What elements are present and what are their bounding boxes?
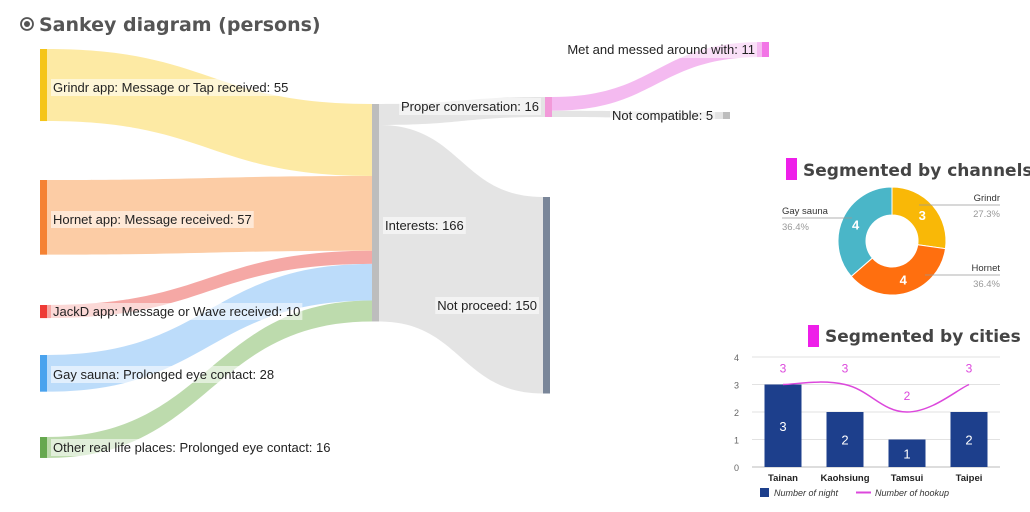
sankey-link-jackd-interests <box>47 250 372 319</box>
sankey-label-bg-hornet <box>51 211 254 228</box>
cities-hookup-value-tamsui: 2 <box>904 389 911 403</box>
donut-title: Segmented by channels <box>803 161 1030 181</box>
sankey-link-sauna-interests <box>47 263 372 392</box>
sankey-label-bg-reallife <box>51 439 333 456</box>
cities-bar-value-tamsui: 1 <box>903 446 910 461</box>
cities-legend-night-label: Number of night <box>774 488 839 498</box>
sankey-node-jackd <box>40 305 47 319</box>
sankey-nodes <box>40 42 769 458</box>
cities-ytick: 1 <box>734 436 739 446</box>
donut-value-hornet: 4 <box>900 272 908 287</box>
sankey-link-grindr-interests <box>47 49 372 177</box>
sankey-label-reallife: Other real life places: Prolonged eye co… <box>53 440 331 455</box>
sankey-node-notproceed <box>543 197 550 394</box>
sankey-label-notcompat: Not compatible: 5 <box>612 108 713 123</box>
sankey-label-hornet: Hornet app: Message received: 57 <box>53 212 252 227</box>
header: Sankey diagram (persons) <box>20 14 321 36</box>
sankey-label-bg-proper <box>398 98 541 115</box>
sankey-label-bg-notproceed <box>435 297 539 314</box>
sankey-node-met <box>762 42 769 57</box>
donut-percent-hornet: 36.4% <box>973 279 1000 290</box>
donut-value-grindr: 3 <box>919 208 926 223</box>
sankey-label-bg-grindr <box>51 79 291 96</box>
sankey-node-reallife <box>40 437 47 458</box>
cities-hookup-value-taipei: 3 <box>966 362 973 376</box>
radio-dot-icon <box>24 21 30 27</box>
cities-hookup-value-kaohsiung: 3 <box>842 362 849 376</box>
sankey-node-sauna <box>40 355 47 392</box>
sankey-label-bg-notcompat <box>610 107 716 124</box>
cities-ytick: 3 <box>734 381 739 391</box>
sankey-label-proper: Proper conversation: 16 <box>401 99 539 114</box>
cities-bar-taipei <box>950 412 988 467</box>
cities-title-marker <box>808 325 819 347</box>
donut-slice-hornet <box>850 244 947 296</box>
sankey-node-grindr <box>40 49 47 122</box>
cities-bar-value-taipei: 2 <box>965 433 972 448</box>
sankey-label-notproceed: Not proceed: 150 <box>437 298 537 313</box>
donut-percent-grindr: 27.3% <box>973 209 1000 220</box>
sankey-label-met: Met and messed around with: 11 <box>567 42 755 57</box>
page-title: Sankey diagram (persons) <box>39 14 321 36</box>
donut-chart: Segmented by channels 3 4 4 Grindr 27.3% Horne… <box>782 158 1030 296</box>
cities-bar-tamsui <box>888 439 926 467</box>
cities-ytick: 0 <box>734 463 739 473</box>
donut-label-gay-sauna: Gay sauna <box>782 206 829 217</box>
cities-bar-value-tainan: 3 <box>779 419 786 434</box>
sankey-label-sauna: Gay sauna: Prolonged eye contact: 28 <box>53 367 274 382</box>
donut-value-gay-sauna: 4 <box>852 217 860 232</box>
cities-bar-value-kaohsiung: 2 <box>841 433 848 448</box>
sankey-node-interests <box>372 104 379 322</box>
sankey-label-interests: Interests: 166 <box>385 218 464 233</box>
sankey-label-bg-jackd <box>51 303 303 320</box>
donut-percent-gay-sauna: 36.4% <box>782 222 809 233</box>
sankey-link-proper-met <box>552 42 762 111</box>
cities-legend-hookup-label: Number of hookup <box>875 488 949 498</box>
cities-hookup-value-tainan: 3 <box>780 362 787 376</box>
cities-xtick-tamsui: Tamsui <box>891 473 924 484</box>
sankey-label-jackd: JackD app: Message or Wave received: 10 <box>53 304 300 319</box>
cities-bar-tainan <box>764 384 802 467</box>
cities-legend-night-swatch <box>760 488 769 497</box>
radio-icon <box>20 17 34 31</box>
cities-ytick: 4 <box>734 353 739 363</box>
donut-slice-gay-sauna <box>837 186 893 278</box>
cities-title: Segmented by cities <box>825 327 1021 347</box>
donut-label-grindr: Grindr <box>974 193 1000 204</box>
cities-xtick-kaohsiung: Kaohsiung <box>820 473 869 484</box>
sankey-node-hornet <box>40 180 47 255</box>
cities-hookup-line <box>782 381 970 413</box>
sankey-labels: Grindr app: Message or Tap received: 55 H… <box>51 41 757 456</box>
cities-xtick-tainan: Tainan <box>768 473 798 484</box>
sankey-node-proper <box>545 97 552 117</box>
cities-bar-kaohsiung <box>826 412 864 467</box>
cities-xtick-taipei: Taipei <box>956 473 983 484</box>
sankey-label-bg-interests <box>383 217 466 234</box>
donut-slice-grindr <box>891 186 947 250</box>
donut-label-hornet: Hornet <box>971 263 1000 274</box>
cities-chart: Segmented by cities 0 1 2 3 4 3 Tainan 2 Kaohsiun… <box>734 325 1021 498</box>
sankey-node-notcompat <box>723 112 730 119</box>
sankey-label-bg-met <box>565 41 757 58</box>
sankey-label-bg-sauna <box>51 366 277 383</box>
donut-title-marker <box>786 158 797 180</box>
cities-ytick: 2 <box>734 408 739 418</box>
sankey-link-interests-notproceed <box>379 124 543 394</box>
sankey-label-grindr: Grindr app: Message or Tap received: 55 <box>53 80 288 95</box>
sankey-chart: Grindr app: Message or Tap received: 55 H… <box>40 41 769 458</box>
